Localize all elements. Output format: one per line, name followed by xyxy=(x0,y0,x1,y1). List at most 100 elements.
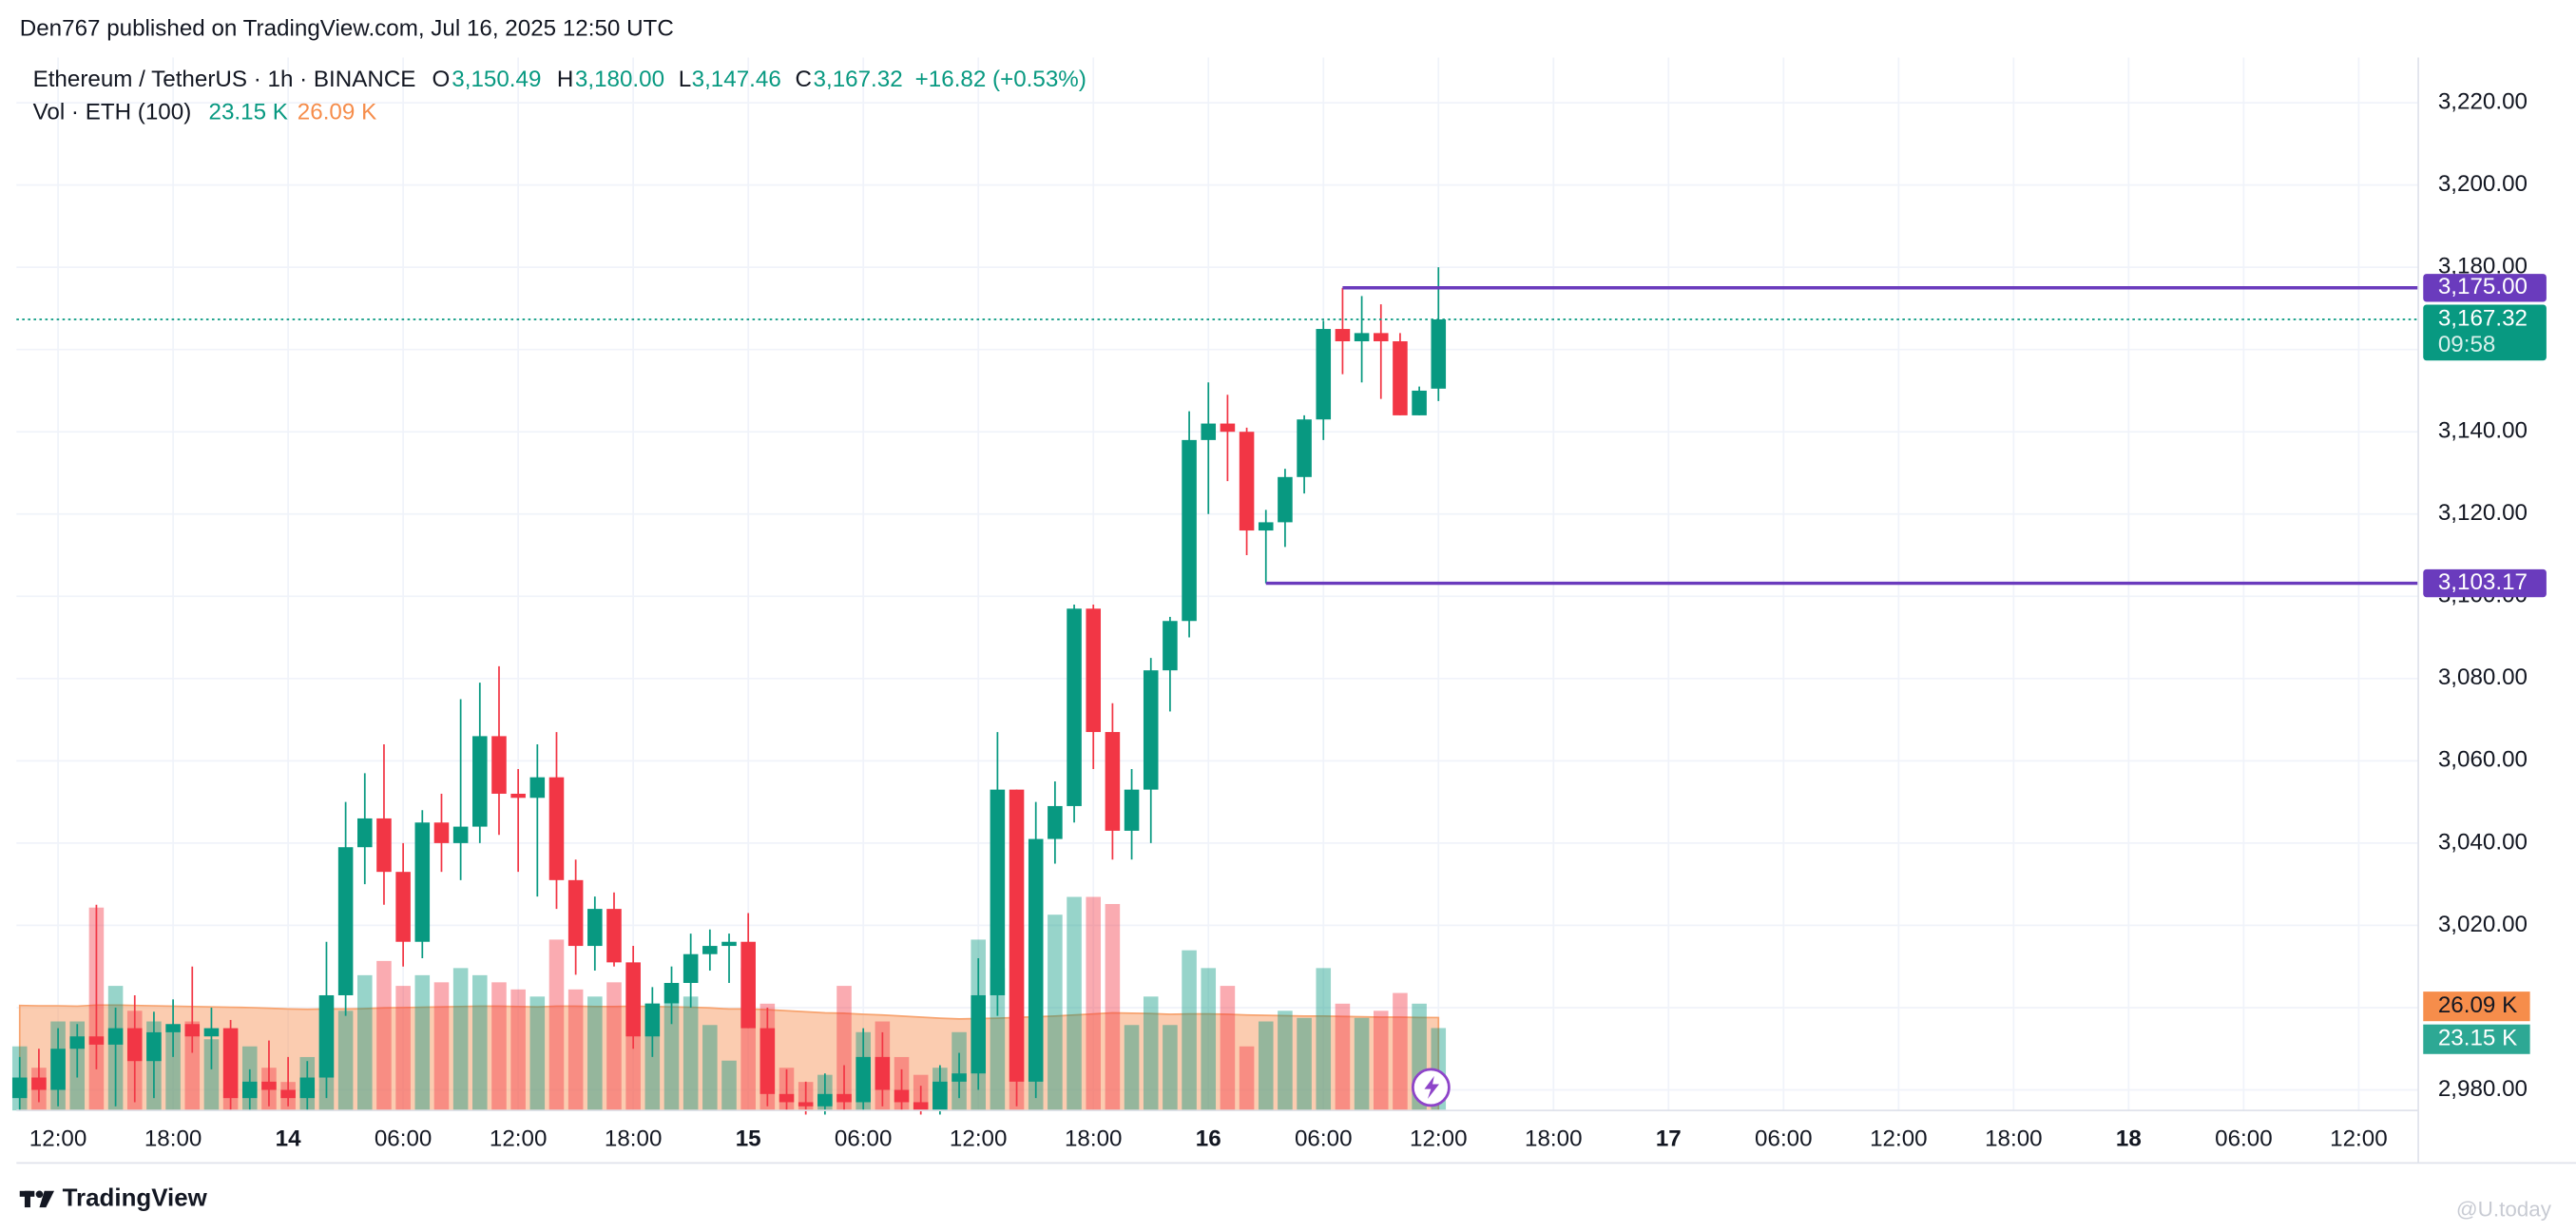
candle-body xyxy=(1105,732,1121,831)
volume-bar xyxy=(606,982,622,1111)
candle-body xyxy=(318,994,335,1078)
volume-bar xyxy=(567,989,584,1111)
price-pane xyxy=(11,267,2419,1115)
candle-body xyxy=(548,777,565,880)
volume-bar xyxy=(1278,1011,1293,1111)
candle-body xyxy=(625,962,641,1037)
candle-body xyxy=(1354,333,1370,342)
x-tick-label: 06:00 xyxy=(2215,1126,2273,1152)
candle-body xyxy=(1009,789,1025,1082)
volume-bar xyxy=(165,1031,181,1111)
x-tick-label: 16 xyxy=(1196,1126,1221,1152)
candle-body xyxy=(567,879,584,947)
x-tick-label: 18:00 xyxy=(1525,1126,1583,1152)
publish-header: Den767 published on TradingView.com, Jul… xyxy=(20,15,674,41)
volume-bar xyxy=(1354,1017,1370,1111)
volume-bar xyxy=(1201,968,1217,1111)
candle-body xyxy=(894,1089,910,1103)
candle-body xyxy=(836,1093,852,1103)
volume-bar xyxy=(702,1025,718,1111)
candle-body xyxy=(1373,333,1389,342)
candle-body xyxy=(203,1028,220,1037)
candle-body xyxy=(395,872,411,942)
candle-body xyxy=(510,793,526,799)
volume-ma-area xyxy=(18,1004,1440,1111)
candle-body xyxy=(971,994,986,1074)
candle-body xyxy=(1163,621,1178,671)
x-tick-label: 12:00 xyxy=(29,1126,87,1152)
volume-bar xyxy=(1297,1017,1312,1111)
candle-body xyxy=(798,1102,814,1107)
volume-bar xyxy=(682,996,699,1111)
x-tick-label: 18 xyxy=(2116,1126,2142,1152)
volume-ma-value: 26.09 K xyxy=(298,100,376,125)
volume-bar xyxy=(587,996,603,1111)
ohlc-key: H xyxy=(557,67,573,92)
chart-icon xyxy=(1411,1068,1451,1107)
candle-body xyxy=(606,909,622,963)
x-tick-label: 06:00 xyxy=(1755,1126,1813,1152)
level-box xyxy=(2423,568,2547,598)
volume-bar xyxy=(1048,914,1063,1111)
candle-body xyxy=(69,1036,86,1049)
volume-ma-label: 26.09 K xyxy=(2438,992,2517,1018)
candle-body xyxy=(299,1077,316,1099)
x-tick-label: 14 xyxy=(276,1126,301,1152)
x-tick-label: 12:00 xyxy=(1410,1126,1468,1152)
candle-body xyxy=(241,1081,258,1099)
candle-body xyxy=(261,1081,277,1090)
candle-body xyxy=(165,1024,181,1032)
candle-body xyxy=(50,1049,66,1090)
volume-bar xyxy=(1105,903,1121,1111)
volume-bar xyxy=(1316,968,1332,1111)
symbol: Ethereum / TetherUS · 1h · BINANCE xyxy=(33,67,416,92)
candle-body xyxy=(1220,423,1236,433)
candle-body xyxy=(1431,319,1447,389)
candle-body xyxy=(587,909,603,947)
volume-bar xyxy=(548,939,565,1111)
x-tick-label: 12:00 xyxy=(490,1126,548,1152)
x-tick-label: 18:00 xyxy=(1985,1126,2043,1152)
level-box xyxy=(2423,274,2547,302)
level-label: 3,175.00 xyxy=(2438,274,2528,299)
volume-bar xyxy=(414,974,431,1111)
candle-body xyxy=(644,1003,661,1037)
candle-body xyxy=(779,1093,795,1103)
volume-bar xyxy=(203,1039,220,1111)
candle-body xyxy=(1258,522,1274,531)
candle-body xyxy=(31,1077,47,1090)
volume-bar xyxy=(452,968,469,1111)
candle-body xyxy=(1335,329,1351,342)
volume-bar xyxy=(510,989,526,1111)
candle-body xyxy=(184,1024,201,1037)
y-tick-label: 2,980.00 xyxy=(2438,1076,2528,1102)
candle-body xyxy=(414,822,431,942)
volume-bar xyxy=(1335,1003,1351,1111)
candle-body xyxy=(222,1028,239,1099)
volume-name: Vol · ETH (100) xyxy=(33,100,192,125)
candle-body xyxy=(280,1089,296,1099)
candle-body xyxy=(740,941,756,1029)
candle-body xyxy=(875,1056,891,1090)
candle-body xyxy=(721,941,737,947)
volume-bar xyxy=(529,996,546,1111)
last-price-box xyxy=(2423,304,2547,361)
candle-body xyxy=(1201,423,1217,440)
candle-body xyxy=(990,789,1006,995)
candle-body xyxy=(126,1028,143,1062)
volume-bar xyxy=(1373,1011,1389,1111)
candle-body xyxy=(1182,439,1197,622)
candle-body xyxy=(1143,670,1159,790)
volume-bar xyxy=(357,974,373,1111)
ohlc-value: 3,150.49 xyxy=(452,67,541,92)
candle-body xyxy=(855,1056,871,1103)
volume-bar xyxy=(836,986,852,1111)
candle-body xyxy=(433,822,450,843)
watermark: @U.today xyxy=(2456,1197,2552,1221)
volume-bar xyxy=(376,960,392,1111)
ohlc-value: 3,180.00 xyxy=(575,67,664,92)
volume-bar xyxy=(1143,996,1159,1111)
candle-body xyxy=(702,946,718,954)
brand: TradingView xyxy=(63,1184,208,1211)
candle-body xyxy=(1297,419,1312,477)
